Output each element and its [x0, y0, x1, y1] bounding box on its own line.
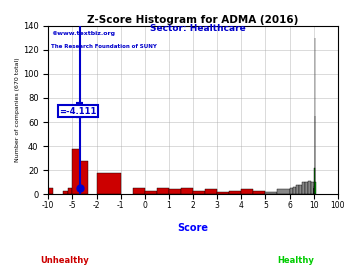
Bar	[80, 161, 89, 194]
Bar	[169, 190, 181, 194]
Bar	[133, 188, 145, 194]
Text: ©www.textbiz.org: ©www.textbiz.org	[51, 31, 115, 36]
X-axis label: Score: Score	[177, 223, 208, 233]
Bar	[241, 190, 253, 194]
Text: Healthy: Healthy	[277, 256, 314, 265]
Y-axis label: Number of companies (670 total): Number of companies (670 total)	[15, 58, 20, 162]
Bar	[229, 191, 241, 194]
Bar	[217, 192, 229, 194]
Bar	[307, 181, 311, 194]
Bar	[265, 192, 278, 194]
Title: Z-Score Histogram for ADMA (2016): Z-Score Histogram for ADMA (2016)	[87, 15, 299, 25]
Bar	[63, 191, 68, 194]
Bar	[305, 182, 307, 194]
Bar	[289, 188, 293, 194]
Bar	[181, 188, 193, 194]
Bar	[298, 185, 302, 194]
Text: Sector: Healthcare: Sector: Healthcare	[150, 24, 246, 33]
Bar	[145, 191, 157, 194]
Bar	[302, 182, 305, 194]
Bar	[293, 187, 296, 194]
Bar	[311, 182, 314, 194]
Text: =-4.111: =-4.111	[59, 107, 97, 116]
Bar	[157, 188, 169, 194]
Bar	[253, 191, 265, 194]
Bar	[68, 188, 72, 194]
Bar	[96, 173, 121, 194]
Bar	[205, 190, 217, 194]
Text: The Research Foundation of SUNY: The Research Foundation of SUNY	[51, 44, 157, 49]
Bar	[48, 188, 53, 194]
Bar	[193, 191, 205, 194]
Text: Unhealthy: Unhealthy	[40, 256, 89, 265]
Bar	[72, 148, 80, 194]
Bar	[278, 190, 289, 194]
Bar	[296, 185, 298, 194]
